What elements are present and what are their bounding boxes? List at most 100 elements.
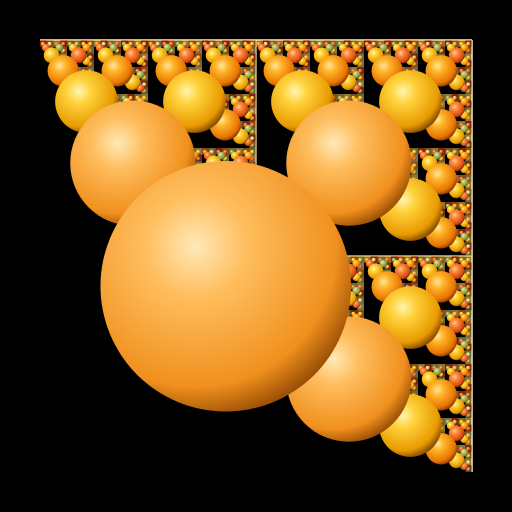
sphere	[128, 41, 133, 46]
sphere	[352, 43, 361, 52]
sphere	[466, 271, 471, 276]
sphere	[169, 41, 174, 46]
sphere	[317, 41, 322, 46]
sphere	[236, 149, 241, 154]
sphere	[250, 55, 255, 60]
sphere	[425, 379, 457, 411]
sphere	[425, 271, 457, 303]
sphere	[460, 394, 469, 403]
sphere	[460, 97, 469, 106]
sphere	[371, 257, 376, 262]
sphere	[466, 230, 471, 235]
sphere	[466, 109, 471, 114]
sphere	[88, 41, 93, 46]
sphere	[466, 41, 471, 46]
sphere	[448, 317, 465, 334]
sphere	[425, 365, 430, 370]
sphere	[286, 100, 412, 226]
sphere	[358, 95, 363, 100]
sphere	[439, 41, 444, 46]
sphere	[448, 47, 465, 64]
sphere-cluster	[40, 41, 471, 472]
sphere	[70, 47, 87, 64]
sphere	[466, 190, 471, 195]
sphere	[379, 286, 442, 349]
sphere	[115, 41, 120, 46]
sphere	[340, 47, 357, 64]
sphere	[466, 379, 471, 384]
sphere	[452, 203, 457, 208]
sphere	[433, 151, 442, 160]
sphere	[47, 41, 52, 46]
sphere	[385, 41, 390, 46]
sphere	[358, 257, 363, 262]
sphere	[101, 41, 106, 46]
sphere	[460, 124, 469, 133]
sphere	[196, 55, 201, 60]
sphere	[61, 41, 66, 46]
sphere	[425, 149, 430, 154]
sphere	[142, 68, 147, 73]
sphere	[412, 163, 417, 168]
sphere	[358, 298, 363, 303]
sphere	[452, 365, 457, 370]
sphere	[466, 68, 471, 73]
sphere	[163, 43, 172, 52]
sphere	[466, 446, 471, 451]
sphere	[196, 41, 201, 46]
sphere	[460, 43, 469, 52]
sphere	[439, 257, 444, 262]
sphere	[460, 178, 469, 187]
sphere	[466, 95, 471, 100]
sphere	[385, 257, 390, 262]
sphere	[448, 101, 465, 118]
sphere	[244, 43, 253, 52]
sphere	[448, 263, 465, 280]
sphere	[466, 122, 471, 127]
sphere	[433, 259, 442, 268]
sphere	[277, 41, 282, 46]
sphere	[286, 47, 303, 64]
sphere	[263, 41, 268, 46]
sphere	[331, 41, 336, 46]
sphere	[406, 259, 415, 268]
sphere	[128, 95, 133, 100]
sphere	[379, 259, 388, 268]
sphere	[466, 352, 471, 357]
sphere	[250, 136, 255, 141]
sphere	[466, 82, 471, 87]
sphere	[196, 149, 201, 154]
sphere	[379, 43, 388, 52]
sphere	[244, 97, 253, 106]
sphere	[100, 160, 352, 412]
sphere	[271, 43, 280, 52]
sphere	[466, 311, 471, 316]
sphere	[466, 392, 471, 397]
sphere	[452, 95, 457, 100]
sphere	[452, 257, 457, 262]
sphere	[101, 55, 133, 87]
sphere	[142, 41, 147, 46]
sphere	[371, 41, 376, 46]
sphere	[466, 55, 471, 60]
sphere	[460, 151, 469, 160]
sphere	[250, 95, 255, 100]
sphere	[412, 55, 417, 60]
sphere	[466, 203, 471, 208]
sphere	[466, 433, 471, 438]
sphere	[325, 43, 334, 52]
sphere	[394, 47, 411, 64]
sphere	[460, 340, 469, 349]
sphere	[398, 41, 403, 46]
sphere	[466, 325, 471, 330]
sphere	[236, 41, 241, 46]
sphere	[232, 47, 249, 64]
sphere	[223, 149, 228, 154]
sphere	[439, 149, 444, 154]
sphere	[448, 155, 465, 172]
sphere	[209, 149, 214, 154]
sphere	[406, 43, 415, 52]
sphere	[412, 149, 417, 154]
sphere	[124, 47, 141, 64]
